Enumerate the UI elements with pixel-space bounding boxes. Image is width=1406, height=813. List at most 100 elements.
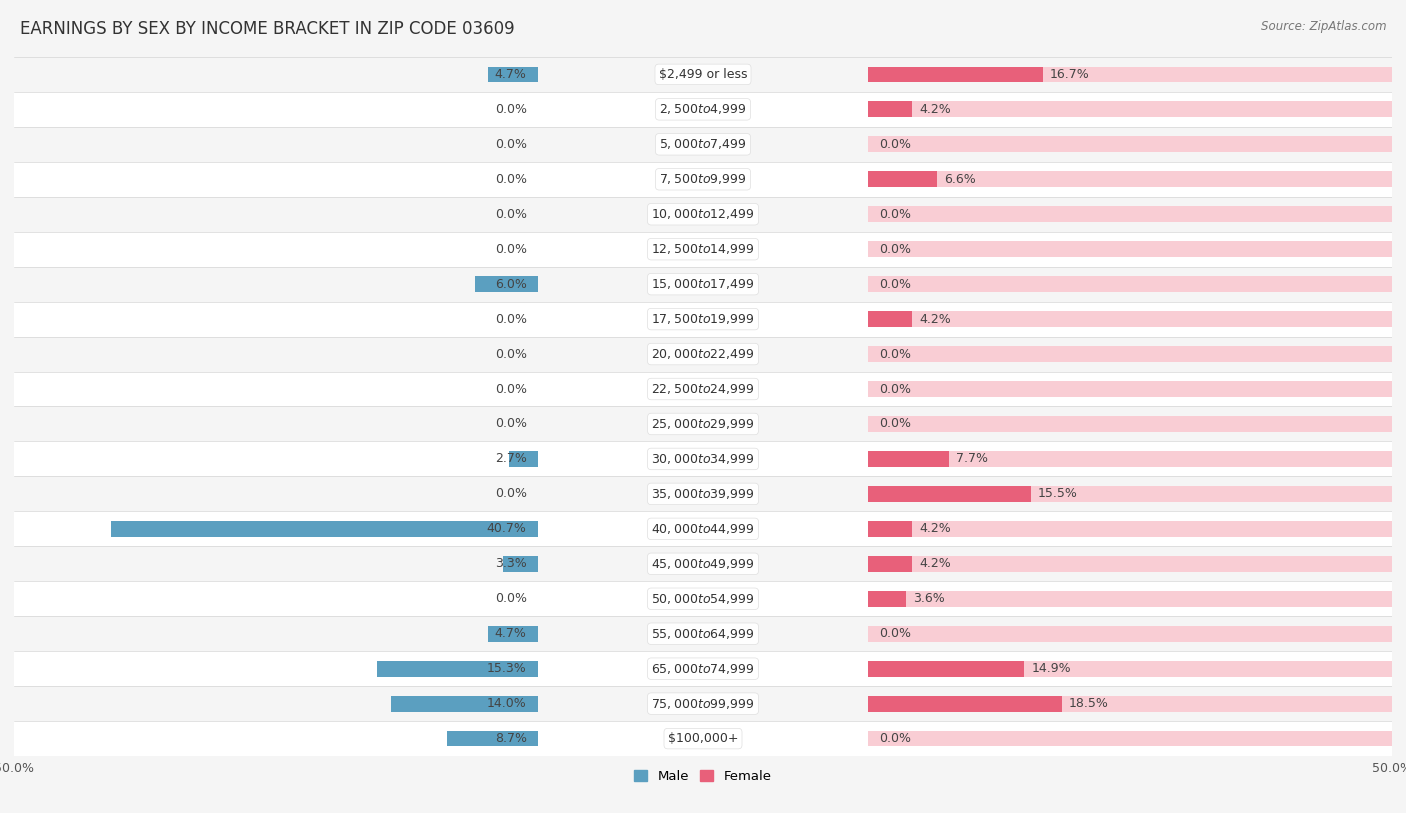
Bar [488,67,537,82]
Bar [0,67,14,82]
Bar [0,696,14,711]
Text: 0.0%: 0.0% [879,208,911,220]
Text: 40.7%: 40.7% [486,523,527,535]
Bar [14,57,1392,92]
Bar [488,626,537,641]
Bar [14,92,1392,127]
Text: $15,000 to $17,499: $15,000 to $17,499 [651,277,755,291]
Bar [869,67,1392,82]
Bar [869,521,912,537]
Bar [869,381,1392,397]
Text: $30,000 to $34,999: $30,000 to $34,999 [651,452,755,466]
Bar [869,486,1392,502]
Text: 0.0%: 0.0% [495,208,527,220]
Text: 6.0%: 6.0% [495,278,527,290]
Text: 2.7%: 2.7% [495,453,527,465]
Bar [509,451,537,467]
Bar [14,476,1392,511]
Bar [869,276,1392,292]
Text: $25,000 to $29,999: $25,000 to $29,999 [651,417,755,431]
Bar [869,137,1392,152]
Text: 15.5%: 15.5% [1038,488,1077,500]
Bar [391,696,537,711]
Bar [869,311,912,327]
Bar [14,162,1392,197]
Bar [0,311,14,327]
Bar [869,731,1392,746]
Text: 0.0%: 0.0% [495,593,527,605]
Text: 0.0%: 0.0% [879,733,911,745]
Bar [447,731,537,746]
Bar [0,346,14,362]
Text: $65,000 to $74,999: $65,000 to $74,999 [651,662,755,676]
Text: 0.0%: 0.0% [879,383,911,395]
Bar [869,486,1031,502]
Text: 14.9%: 14.9% [1031,663,1071,675]
Bar [14,267,1392,302]
Legend: Male, Female: Male, Female [628,764,778,788]
Bar [869,67,1043,82]
Bar [14,616,1392,651]
Text: 16.7%: 16.7% [1050,68,1090,80]
Bar [869,661,1025,676]
Text: 0.0%: 0.0% [879,628,911,640]
Bar [0,591,14,606]
Text: 18.5%: 18.5% [1069,698,1109,710]
Text: 0.0%: 0.0% [495,348,527,360]
Text: $17,500 to $19,999: $17,500 to $19,999 [651,312,755,326]
Bar [869,207,1392,222]
Text: 0.0%: 0.0% [495,138,527,150]
Bar [0,626,14,641]
Bar [14,546,1392,581]
Bar [869,696,1062,711]
Bar [14,302,1392,337]
Bar [14,441,1392,476]
Bar [869,556,912,572]
Text: 6.6%: 6.6% [945,173,976,185]
Text: $100,000+: $100,000+ [668,733,738,745]
Bar [0,521,14,537]
Bar [111,521,537,537]
Text: 0.0%: 0.0% [495,418,527,430]
Text: 0.0%: 0.0% [495,488,527,500]
Text: $55,000 to $64,999: $55,000 to $64,999 [651,627,755,641]
Bar [869,591,1392,606]
Text: 8.7%: 8.7% [495,733,527,745]
Bar [869,172,1392,187]
Bar [377,661,537,676]
Bar [869,241,1392,257]
Text: $50,000 to $54,999: $50,000 to $54,999 [651,592,755,606]
Text: 0.0%: 0.0% [495,313,527,325]
Text: 3.3%: 3.3% [495,558,527,570]
Text: 3.6%: 3.6% [912,593,945,605]
Text: $35,000 to $39,999: $35,000 to $39,999 [651,487,755,501]
Text: 4.2%: 4.2% [920,523,950,535]
Bar [0,486,14,502]
Bar [0,416,14,432]
Text: $7,500 to $9,999: $7,500 to $9,999 [659,172,747,186]
Bar [14,127,1392,162]
Text: 4.7%: 4.7% [495,628,527,640]
Text: $5,000 to $7,499: $5,000 to $7,499 [659,137,747,151]
Text: $45,000 to $49,999: $45,000 to $49,999 [651,557,755,571]
Bar [0,556,14,572]
Text: 4.2%: 4.2% [920,558,950,570]
Bar [14,406,1392,441]
Bar [869,556,1392,572]
Text: 0.0%: 0.0% [495,243,527,255]
Bar [869,416,1392,432]
Bar [869,311,1392,327]
Bar [0,207,14,222]
Bar [14,581,1392,616]
Bar [869,696,1392,711]
Bar [14,232,1392,267]
Text: 4.2%: 4.2% [920,313,950,325]
Bar [14,511,1392,546]
Bar [0,102,14,117]
Text: $40,000 to $44,999: $40,000 to $44,999 [651,522,755,536]
Bar [0,137,14,152]
Bar [869,346,1392,362]
Text: $12,500 to $14,999: $12,500 to $14,999 [651,242,755,256]
Text: 14.0%: 14.0% [486,698,527,710]
Bar [869,451,1392,467]
